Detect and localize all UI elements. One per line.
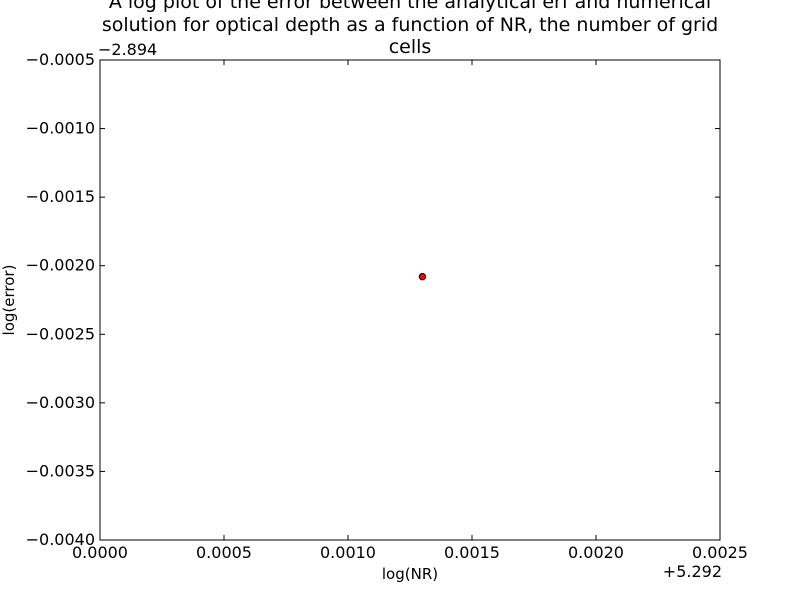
y-tick-label: −0.0040 xyxy=(26,530,95,549)
y-tick-label: −0.0015 xyxy=(26,187,95,206)
plot-area-frame xyxy=(99,59,721,541)
axis-ticks: 0.0000 0.0005 0.0010 0.0015 0.0020 0.0025 −0.0… xyxy=(26,50,748,562)
x-axis-label: log(NR) xyxy=(382,565,438,583)
y-tick-label: −0.0005 xyxy=(26,50,95,69)
data-point xyxy=(418,272,427,281)
y-tick-label: −0.0035 xyxy=(26,461,95,480)
x-axis-offset-label: +5.292 xyxy=(663,562,722,581)
x-tick-label: 0.0010 xyxy=(320,543,376,562)
x-tick-label: 0.0015 xyxy=(444,543,500,562)
y-tick-label: −0.0020 xyxy=(26,256,95,275)
y-tick-label: −0.0030 xyxy=(26,393,95,412)
x-tick-label: 0.0000 xyxy=(72,543,128,562)
x-tick-label: 0.0020 xyxy=(568,543,624,562)
y-axis-label: log(error) xyxy=(0,265,18,336)
chart-title: A log plot of the error between the anal… xyxy=(102,0,718,58)
y-tick-label: −0.0010 xyxy=(26,119,95,138)
x-tick-label: 0.0005 xyxy=(196,543,252,562)
title-line-2: solution for optical depth as a function… xyxy=(102,14,718,36)
title-line-1: A log plot of the error between the anal… xyxy=(109,0,711,13)
y-tick-label: −0.0025 xyxy=(26,324,95,343)
data-points xyxy=(418,272,427,281)
x-tick-label: 0.0025 xyxy=(692,543,748,562)
title-line-3: cells xyxy=(389,36,432,58)
y-axis-offset-label: −2.894 xyxy=(98,40,157,59)
